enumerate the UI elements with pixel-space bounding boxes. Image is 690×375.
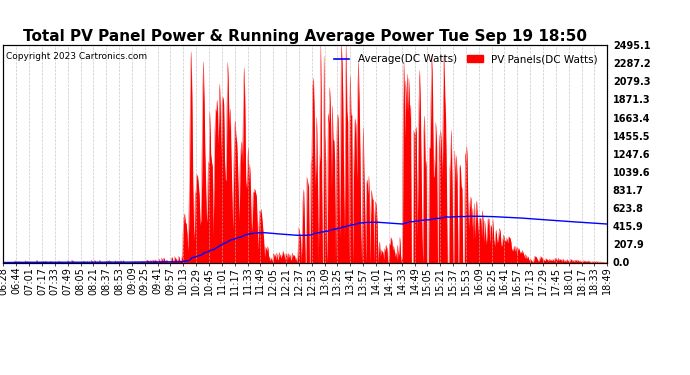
Legend: Average(DC Watts), PV Panels(DC Watts): Average(DC Watts), PV Panels(DC Watts) — [330, 50, 602, 69]
Text: Copyright 2023 Cartronics.com: Copyright 2023 Cartronics.com — [6, 51, 148, 60]
Title: Total PV Panel Power & Running Average Power Tue Sep 19 18:50: Total PV Panel Power & Running Average P… — [23, 29, 587, 44]
